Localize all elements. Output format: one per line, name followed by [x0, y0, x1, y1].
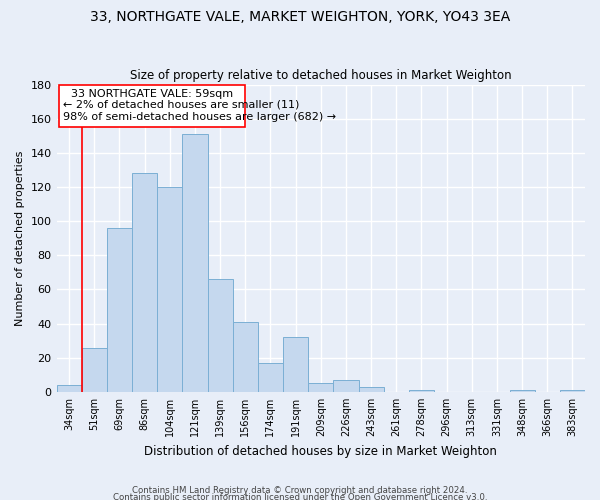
Text: 98% of semi-detached houses are larger (682) →: 98% of semi-detached houses are larger (… — [63, 112, 336, 122]
Bar — [258, 363, 283, 392]
Bar — [107, 228, 132, 392]
Text: Contains HM Land Registry data © Crown copyright and database right 2024.: Contains HM Land Registry data © Crown c… — [132, 486, 468, 495]
Bar — [132, 174, 157, 392]
Bar — [182, 134, 208, 392]
Text: Contains public sector information licensed under the Open Government Licence v3: Contains public sector information licen… — [113, 494, 487, 500]
Bar — [208, 279, 233, 392]
Bar — [283, 338, 308, 392]
Bar — [233, 322, 258, 392]
Text: 33, NORTHGATE VALE, MARKET WEIGHTON, YORK, YO43 3EA: 33, NORTHGATE VALE, MARKET WEIGHTON, YOR… — [90, 10, 510, 24]
Bar — [56, 385, 82, 392]
Bar — [157, 187, 182, 392]
Bar — [409, 390, 434, 392]
Bar — [334, 380, 359, 392]
Text: 33 NORTHGATE VALE: 59sqm: 33 NORTHGATE VALE: 59sqm — [71, 89, 233, 99]
Bar — [359, 387, 383, 392]
Bar — [560, 390, 585, 392]
FancyBboxPatch shape — [59, 84, 245, 127]
Bar — [509, 390, 535, 392]
X-axis label: Distribution of detached houses by size in Market Weighton: Distribution of detached houses by size … — [145, 444, 497, 458]
Title: Size of property relative to detached houses in Market Weighton: Size of property relative to detached ho… — [130, 69, 512, 82]
Bar — [308, 384, 334, 392]
Text: ← 2% of detached houses are smaller (11): ← 2% of detached houses are smaller (11) — [63, 100, 299, 110]
Bar — [82, 348, 107, 392]
Y-axis label: Number of detached properties: Number of detached properties — [15, 150, 25, 326]
